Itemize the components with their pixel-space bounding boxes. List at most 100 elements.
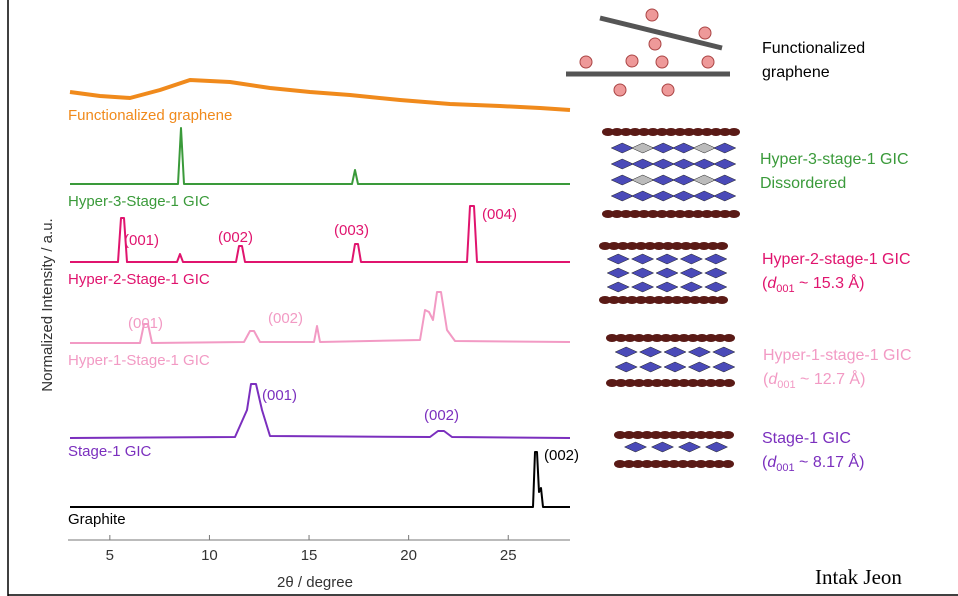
peak-label: (001) — [262, 387, 297, 404]
legend-spacing: (d001 ~ 8.17 Å) — [762, 452, 864, 474]
graphene-layer — [701, 128, 713, 136]
intercalant — [610, 158, 634, 170]
graphene-layer — [626, 296, 638, 304]
graphene-layer — [614, 460, 626, 468]
intercalant — [614, 361, 638, 373]
graphene-layer — [615, 379, 627, 387]
legend-label: graphene — [762, 64, 830, 81]
graphene-layer — [671, 242, 683, 250]
intercalant — [663, 346, 687, 358]
functional-group — [645, 8, 659, 22]
functional-group — [613, 83, 627, 97]
graphene-layer — [674, 210, 686, 218]
graphene-layer — [678, 379, 690, 387]
graphene-layer — [624, 334, 636, 342]
graphene-layer — [668, 431, 680, 439]
intercalant — [655, 281, 679, 293]
graphene-layer — [683, 210, 695, 218]
graphene-layer — [633, 334, 645, 342]
intercalant — [713, 174, 737, 186]
graphene-layer — [686, 460, 698, 468]
graphene-layer — [599, 242, 611, 250]
graphene-layer — [722, 460, 734, 468]
spacing-part: ~ 8.17 Å) — [795, 452, 865, 471]
intercalant — [704, 441, 729, 453]
graphene-layer — [687, 334, 699, 342]
graphene-layer — [669, 379, 681, 387]
graphene-layer — [653, 242, 665, 250]
trace-label: Graphite — [68, 511, 126, 528]
graphene-layer — [620, 210, 632, 218]
graphene-layer — [650, 431, 662, 439]
intercalant — [679, 267, 704, 279]
graphene-layer — [701, 210, 713, 218]
intercalant — [623, 441, 648, 453]
graphene-layer — [642, 379, 654, 387]
peak-label: (001) — [128, 315, 163, 332]
graphene-layer — [723, 379, 735, 387]
graphene-layer — [606, 334, 618, 342]
intercalant — [692, 174, 716, 186]
graphene-layer — [698, 242, 710, 250]
peak-label: (004) — [482, 206, 517, 223]
graphene-layer — [617, 296, 629, 304]
functional-group — [648, 37, 662, 51]
graphene-layer — [624, 379, 636, 387]
functional-group — [625, 54, 639, 68]
graphene-layer — [608, 242, 620, 250]
graphene-layer — [689, 296, 701, 304]
graphene-layer — [696, 334, 708, 342]
intercalant — [712, 346, 736, 358]
graphene-layer — [653, 296, 665, 304]
intercalant — [630, 281, 655, 293]
trace-label: Hyper-1-Stage-1 GIC — [68, 352, 210, 369]
spacing-part: 001 — [777, 379, 795, 391]
intercalant — [650, 441, 675, 453]
intercalant — [655, 267, 679, 279]
peak-label: (001) — [124, 232, 159, 249]
graphene-layer — [599, 296, 611, 304]
legend-label: Hyper-1-stage-1 GIC — [763, 347, 912, 364]
graphene-layer — [651, 334, 663, 342]
intercalant — [630, 267, 655, 279]
intercalant — [713, 190, 737, 202]
graphene-layer — [668, 460, 680, 468]
legend-label: Hyper-3-stage-1 GIC — [760, 151, 909, 168]
intercalant — [610, 190, 634, 202]
intercalant — [672, 174, 696, 186]
functional-group — [579, 55, 593, 69]
graphene-layer — [623, 460, 635, 468]
graphene-layer — [714, 334, 726, 342]
graphene-layer — [704, 431, 716, 439]
functional-group — [698, 26, 712, 40]
graphene-layer — [629, 210, 641, 218]
graphene-layer — [633, 379, 645, 387]
graphene-layer — [689, 242, 701, 250]
graphene-layer — [680, 242, 692, 250]
intercalant — [606, 281, 630, 293]
graphene-layer — [710, 210, 722, 218]
legend-spacing: (d001 ~ 15.3 Å) — [762, 273, 864, 295]
legend-label: Hyper-2-stage-1 GIC — [762, 251, 911, 268]
graphene-layer — [615, 334, 627, 342]
graphene-layer — [692, 210, 704, 218]
intercalant — [713, 142, 737, 154]
graphene-layer — [704, 460, 716, 468]
graphene-layer — [728, 128, 740, 136]
intercalant — [631, 190, 655, 202]
spacing-part: ( — [763, 371, 769, 388]
intercalant — [677, 441, 702, 453]
intercalant — [687, 361, 712, 373]
functional-group — [701, 55, 715, 69]
intercalant — [630, 253, 655, 265]
trace-label: Hyper-3-Stage-1 GIC — [68, 193, 210, 210]
graphene-layer — [705, 379, 717, 387]
graphene-layer — [683, 128, 695, 136]
intercalant — [631, 174, 655, 186]
graphene-layer — [614, 431, 626, 439]
graphene-layer — [656, 128, 668, 136]
peak-label: (002) — [424, 407, 459, 424]
graphene-layer — [617, 242, 629, 250]
graphene-layer — [695, 460, 707, 468]
graphene-layer — [635, 242, 647, 250]
